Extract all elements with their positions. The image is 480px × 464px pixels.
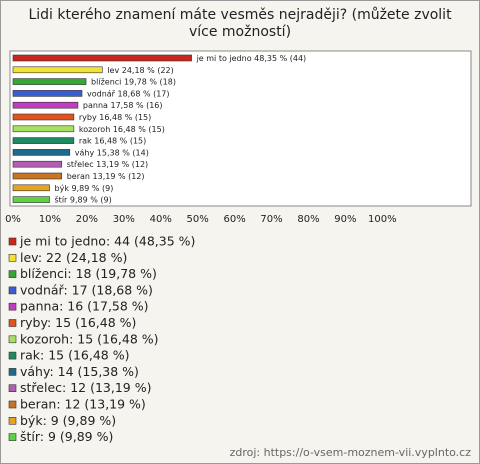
legend-swatch xyxy=(8,335,17,344)
bar xyxy=(12,78,87,85)
legend-label: lev: 22 (24,18 %) xyxy=(20,250,127,265)
bar-label: beran 13,19 % (12) xyxy=(67,172,145,181)
legend-swatch xyxy=(8,270,17,278)
x-tick-label: 10% xyxy=(39,214,61,225)
x-tick-label: 0% xyxy=(5,214,21,225)
value-label: 16,48 % (15) xyxy=(113,124,165,133)
legend-swatch xyxy=(8,254,17,262)
bar xyxy=(12,125,75,133)
bar-category: rak xyxy=(79,136,92,145)
bar-label: kozoroh 16,48 % (15) xyxy=(79,124,165,133)
bar-category: panna xyxy=(83,101,108,110)
value-label: 15,38 % (14) xyxy=(97,148,149,157)
bar xyxy=(12,54,192,62)
legend-swatch xyxy=(8,384,17,393)
value-label: 16,48 % (15) xyxy=(94,136,146,145)
value-label: 13,19 % (12) xyxy=(93,172,145,181)
legend-swatch xyxy=(8,319,17,327)
x-tick-label: 70% xyxy=(260,214,282,225)
bar-label: střelec 13,19 % (12) xyxy=(67,160,148,169)
bar-label: váhy 15,38 % (14) xyxy=(75,148,149,157)
x-tick-label: 100% xyxy=(368,214,397,225)
bar-label: štír 9,89 % (9) xyxy=(55,194,112,204)
legend-label: býk: 9 (9,89 %) xyxy=(20,413,116,428)
bar-category: beran xyxy=(67,172,90,181)
bar xyxy=(12,113,75,121)
legend-label: rak: 15 (16,48 %) xyxy=(20,348,130,363)
bar-category: lev xyxy=(107,65,119,74)
value-label: 9,89 % (9) xyxy=(72,183,114,192)
value-label: 24,18 % (22) xyxy=(122,65,174,74)
legend-label: štír: 9 (9,89 %) xyxy=(20,429,113,444)
x-tick-label: 20% xyxy=(76,214,98,225)
bar-category: ryby xyxy=(79,113,97,122)
value-label: 18,68 % (17) xyxy=(118,89,170,98)
bar-category: je mi to jedno xyxy=(196,54,252,63)
bar xyxy=(12,66,103,74)
bar xyxy=(12,184,50,192)
legend-label: je mi to jedno: 44 (48,35 %) xyxy=(19,234,195,249)
legend-label: kozoroh: 15 (16,48 %) xyxy=(20,331,159,346)
legend-swatch xyxy=(8,351,17,360)
x-tick-label: 80% xyxy=(297,214,319,225)
bar-category: vodnář xyxy=(87,89,116,98)
x-tick-label: 30% xyxy=(113,214,135,225)
value-label: 17,58 % (16) xyxy=(111,101,163,110)
bar xyxy=(12,160,63,168)
bar xyxy=(12,196,50,203)
bar-label: vodnář 18,68 % (17) xyxy=(87,89,170,98)
x-tick-label: 40% xyxy=(150,214,172,225)
chart-title: Lidi kterého znamení máte vesměs nejradě… xyxy=(28,7,452,40)
source: zdroj: https://o-vsem-moznem-vii.vyplnto… xyxy=(230,446,472,459)
bar-label: býk 9,89 % (9) xyxy=(55,183,114,192)
legend-swatch xyxy=(8,286,17,295)
bar xyxy=(12,101,79,109)
bar-category: kozoroh xyxy=(79,124,110,133)
value-label: 19,78 % (18) xyxy=(124,77,176,86)
bar xyxy=(12,149,71,156)
bar-label: ryby 16,48 % (15) xyxy=(79,113,151,122)
legend-swatch xyxy=(8,368,17,376)
legend-swatch xyxy=(8,302,17,311)
value-label: 9,89 % (9) xyxy=(70,195,112,204)
bar-category: blíženci xyxy=(91,77,121,86)
plot-area xyxy=(9,50,472,207)
value-label: 13,19 % (12) xyxy=(96,160,148,169)
bar xyxy=(12,137,75,144)
bar-label: rak 16,48 % (15) xyxy=(79,136,146,145)
x-tick-label: 60% xyxy=(223,214,245,225)
bar-category: býk xyxy=(55,183,70,192)
bar-label: je mi to jedno 48,35 % (44) xyxy=(196,54,307,63)
x-tick-label: 90% xyxy=(334,214,356,225)
bar-category: váhy xyxy=(75,148,95,157)
value-label: 16,48 % (15) xyxy=(99,113,151,122)
legend-label: panna: 16 (17,58 %) xyxy=(20,299,149,314)
legend-swatch xyxy=(8,400,17,409)
value-label: 48,35 % (44) xyxy=(254,54,306,63)
bar-category: štír xyxy=(55,194,69,204)
bar-label: panna 17,58 % (16) xyxy=(83,101,163,110)
bar-label: lev 24,18 % (22) xyxy=(107,65,173,74)
bar-category: střelec xyxy=(67,160,94,169)
legend-label: blíženci: 18 (19,78 %) xyxy=(20,266,157,281)
legend-label: ryby: 15 (16,48 %) xyxy=(20,315,136,330)
bar-label: blíženci 19,78 % (18) xyxy=(91,77,176,86)
bar xyxy=(12,172,63,180)
bar xyxy=(12,90,83,97)
legend-label: beran: 12 (13,19 %) xyxy=(20,397,146,412)
legend-swatch xyxy=(8,237,17,246)
legend-swatch xyxy=(8,433,17,441)
legend-label: vodnář: 17 (18,68 %) xyxy=(20,282,153,297)
legend-label: váhy: 14 (15,38 %) xyxy=(20,364,139,379)
legend-label: střelec: 12 (13,19 %) xyxy=(20,380,151,395)
x-tick-label: 50% xyxy=(187,214,209,225)
legend-swatch xyxy=(8,416,17,425)
